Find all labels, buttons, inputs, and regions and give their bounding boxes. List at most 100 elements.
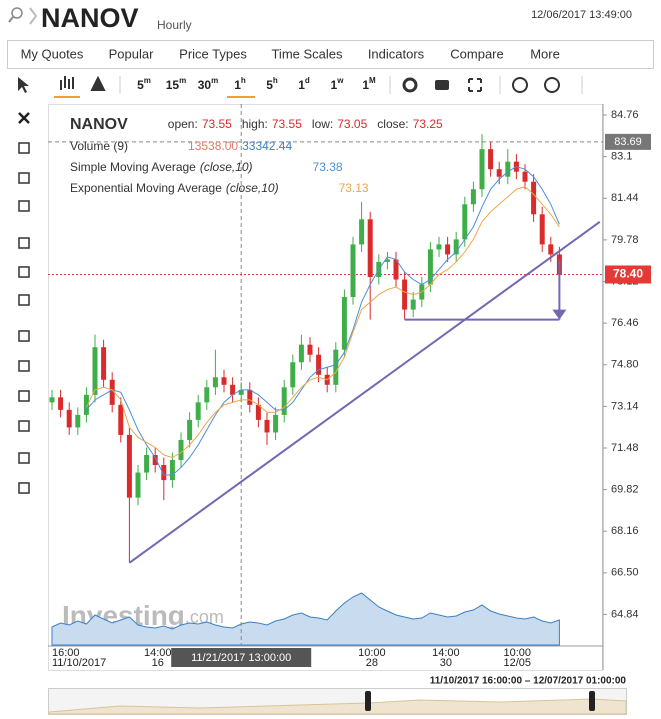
drawing-tool[interactable]	[18, 452, 30, 464]
legend-series-name: Exponential Moving Average	[70, 181, 222, 195]
last-price: 78.40	[613, 267, 643, 281]
legend-label: close:	[377, 117, 408, 131]
navigator-range: 11/10/2017 16:00:00 – 12/07/2017 01:00:0…	[430, 676, 627, 687]
drawing-tool[interactable]	[18, 420, 30, 432]
x-tick-time: 10:00	[358, 647, 386, 659]
candle-body	[273, 414, 279, 433]
timeframe[interactable]: 5m	[137, 76, 151, 92]
cursor-icon[interactable]	[18, 77, 29, 93]
camera-icon[interactable]	[435, 80, 449, 90]
y-tick-label: 81.44	[611, 192, 639, 204]
legend-series-params: (close,10)	[200, 160, 253, 174]
download-icon[interactable]	[512, 77, 528, 93]
legend-label: open:	[168, 117, 198, 131]
crosshair-price-tag	[605, 133, 651, 150]
candle-body	[316, 354, 322, 375]
timeframe[interactable]: 15m	[166, 76, 186, 92]
timeframe-unit: m	[179, 76, 186, 85]
drawing-tool[interactable]	[18, 482, 30, 494]
drawing-tool[interactable]	[18, 390, 30, 402]
datetime: 12/06/2017 13:49:00	[531, 9, 632, 21]
menu-item[interactable]: More	[530, 46, 560, 61]
candle-icon[interactable]	[60, 76, 74, 90]
y-tick-label: 68.16	[611, 525, 639, 537]
legend-value: 73.55	[202, 117, 232, 131]
navigator-handle[interactable]	[589, 691, 595, 711]
candle-body	[488, 149, 494, 170]
candle-body	[462, 204, 468, 240]
drawing-tool[interactable]	[18, 200, 30, 212]
candle-body	[109, 379, 115, 405]
drawing-tool[interactable]	[18, 266, 30, 278]
menu-item[interactable]: Popular	[109, 46, 154, 61]
candle-body	[118, 404, 124, 435]
expand-icon[interactable]	[468, 78, 482, 92]
y-tick-label: 74.80	[611, 359, 639, 371]
moving-average	[85, 186, 560, 459]
drawing-tool[interactable]	[18, 294, 30, 306]
navigator-handle[interactable]	[365, 691, 371, 711]
timeframe-num: 15	[166, 78, 180, 92]
candle-body	[479, 149, 485, 190]
legend-symbol: NANOV	[70, 116, 128, 133]
y-tick-label: 79.78	[611, 234, 639, 246]
timeframe-num: 1	[234, 78, 241, 92]
trendline	[128, 221, 601, 564]
timeframe[interactable]: 1w	[331, 76, 345, 92]
legend-series: Exponential Moving Average (close,10) 73.1…	[70, 181, 369, 195]
timeframe-num: 1	[362, 78, 369, 92]
search-icon[interactable]	[11, 7, 23, 19]
mountain-icon[interactable]	[90, 75, 106, 91]
candle-body	[152, 455, 158, 466]
menu-item[interactable]: Price Types	[179, 46, 247, 61]
y-tick-label: 73.14	[611, 400, 639, 412]
timeframe[interactable]: 30m	[198, 76, 218, 92]
legend-series-value: 73.13	[339, 181, 369, 195]
upload-icon[interactable]	[544, 77, 560, 93]
candle-body	[436, 244, 442, 250]
candle-body	[539, 214, 545, 245]
candle-body	[384, 259, 390, 262]
candle-body	[92, 347, 98, 395]
timeframe[interactable]: 1h	[234, 76, 246, 92]
timeframe[interactable]: 5h	[266, 76, 278, 92]
timeframe[interactable]: 1d	[298, 76, 310, 92]
legend-volume-name: Volume (9)	[70, 139, 128, 153]
timeframe-num: 30	[198, 78, 212, 92]
menu-item[interactable]: Compare	[450, 46, 503, 61]
chevron	[29, 7, 38, 25]
candle-body	[126, 434, 132, 498]
drawing-tool[interactable]	[18, 360, 30, 372]
navigator-area	[48, 698, 627, 715]
symbol: NANOV	[41, 3, 139, 33]
x-tick-time: 10:00	[503, 647, 531, 659]
candle-body	[178, 439, 184, 461]
settings-icon[interactable]	[402, 77, 418, 93]
drawing-tool[interactable]	[18, 142, 30, 154]
candle-body	[58, 397, 64, 410]
candle-body	[75, 414, 81, 428]
y-tick-label: 84.76	[611, 109, 639, 121]
legend-ohlc: NANOV open: 73.55 high: 73.55 low: 73.05 close:…	[70, 116, 443, 133]
candle-body	[333, 349, 339, 385]
timeframe-num: 1	[298, 78, 305, 92]
drawing-tool[interactable]	[18, 172, 30, 184]
x-tick-date: 28	[366, 657, 378, 669]
menu-item[interactable]: My Quotes	[21, 46, 84, 61]
legend-label: high:	[242, 117, 268, 131]
candle-body	[247, 389, 253, 405]
x-tick-time: 14:00	[432, 647, 460, 659]
candle-body	[453, 239, 459, 255]
candle-body	[427, 249, 433, 285]
candle-body	[410, 299, 416, 310]
legend-volume-value: 13538.00	[188, 139, 238, 153]
timeframe[interactable]: 1M	[362, 76, 376, 92]
drawing-tool[interactable]	[18, 330, 30, 342]
menu-item[interactable]: Time Scales	[271, 46, 343, 61]
drawing-tool[interactable]	[18, 237, 30, 249]
close-tool[interactable]	[18, 112, 30, 124]
timeframe-unit: d	[305, 76, 310, 85]
moving-average	[86, 166, 560, 476]
menu-item[interactable]: Indicators	[368, 46, 425, 61]
candle-body	[522, 171, 528, 182]
